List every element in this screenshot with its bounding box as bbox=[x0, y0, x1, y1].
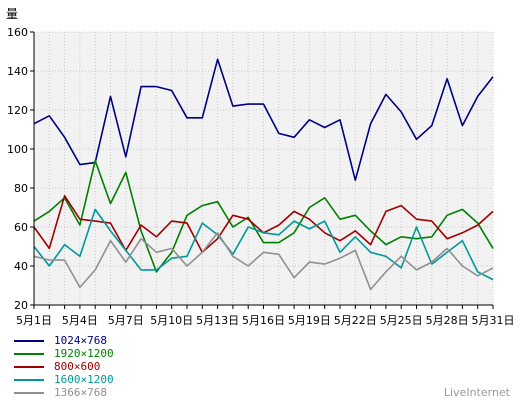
y-tick-label: 60 bbox=[14, 221, 28, 234]
legend-swatch bbox=[14, 378, 44, 381]
x-tick-label: 5月7日 bbox=[108, 314, 144, 327]
legend-item: 1366×768 bbox=[14, 386, 114, 399]
legend-label: 800×600 bbox=[54, 360, 101, 373]
y-tick-label: 100 bbox=[7, 143, 28, 156]
x-tick-label: 5月19日 bbox=[288, 314, 331, 327]
legend: 1024×768 1920×1200 800×600 1600×1200 1366×76… bbox=[14, 334, 114, 399]
x-tick-label: 5月31日 bbox=[472, 314, 515, 327]
series-line-1 bbox=[33, 159, 494, 273]
series-line-4 bbox=[33, 232, 494, 291]
legend-label: 1024×768 bbox=[54, 334, 107, 347]
x-tick-label: 5月22日 bbox=[334, 314, 377, 327]
legend-item: 1024×768 bbox=[14, 334, 114, 347]
legend-label: 1920×1200 bbox=[54, 347, 114, 360]
series-line-0 bbox=[33, 58, 494, 181]
y-tick-label: 160 bbox=[7, 26, 28, 39]
legend-item: 800×600 bbox=[14, 360, 114, 373]
x-tick-label: 5月16日 bbox=[242, 314, 285, 327]
x-tick-label: 5月28日 bbox=[426, 314, 469, 327]
legend-swatch bbox=[14, 339, 44, 342]
y-tick-label: 40 bbox=[14, 260, 28, 273]
legend-item: 1600×1200 bbox=[14, 373, 114, 386]
x-tick-label: 5月25日 bbox=[380, 314, 423, 327]
legend-label: 1366×768 bbox=[54, 386, 107, 399]
legend-swatch bbox=[14, 365, 44, 368]
legend-item: 1920×1200 bbox=[14, 347, 114, 360]
x-tick-label: 5月1日 bbox=[16, 314, 52, 327]
y-axis-label: 量 bbox=[6, 7, 18, 21]
x-tick-label: 5月10日 bbox=[150, 314, 193, 327]
y-tick-label: 20 bbox=[14, 299, 28, 312]
plot-area bbox=[34, 32, 493, 305]
x-tick-label: 5月4日 bbox=[62, 314, 98, 327]
legend-swatch bbox=[14, 391, 44, 394]
y-tick-label: 80 bbox=[14, 182, 28, 195]
series-line-3 bbox=[33, 208, 494, 281]
y-tick-label: 120 bbox=[7, 104, 28, 117]
y-tick-label: 140 bbox=[7, 65, 28, 78]
legend-label: 1600×1200 bbox=[54, 373, 114, 386]
x-tick-label: 5月13日 bbox=[196, 314, 239, 327]
legend-swatch bbox=[14, 352, 44, 355]
brand-label: LiveInternet bbox=[443, 386, 510, 399]
